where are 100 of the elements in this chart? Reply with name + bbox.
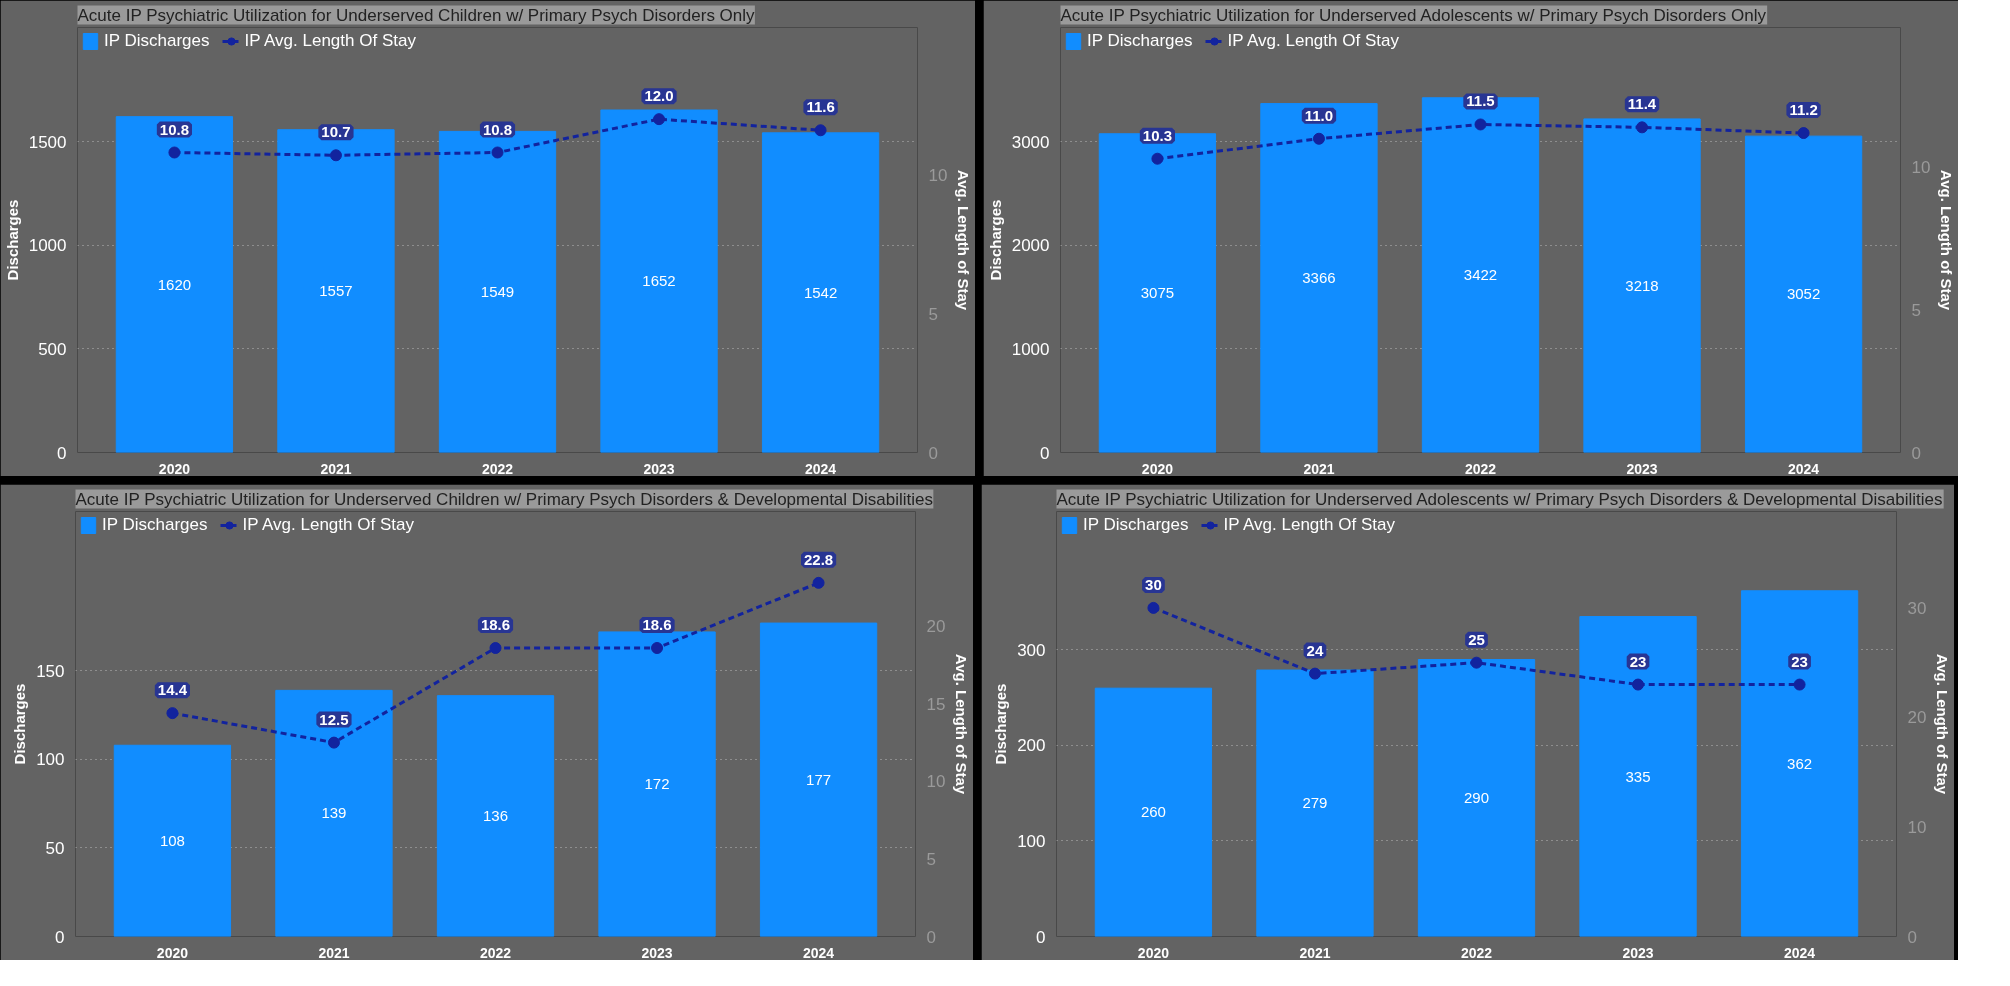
legend-label: IP Discharges [102, 515, 208, 535]
y-axis-title: Discharges [11, 683, 29, 765]
data-label: 12.0 [644, 87, 674, 105]
legend-label: IP Avg. Length Of Stay [242, 515, 414, 535]
bar [1260, 103, 1378, 453]
data-label: 11.0 [1304, 106, 1334, 124]
y2-axis-title: Avg. Length of Stay [1938, 169, 1956, 311]
bar [600, 109, 718, 453]
data-label: 172 [644, 775, 670, 793]
data-label: 30 [1145, 575, 1162, 593]
x-tick-label: 2024 [1788, 460, 1820, 477]
point [1632, 678, 1645, 691]
x-tick-label: 2022 [481, 460, 514, 477]
data-label: 22.8 [803, 550, 834, 568]
y-tick-label: 0 [57, 443, 67, 463]
point [168, 146, 181, 159]
point [329, 149, 342, 162]
data-label: 3075 [1140, 284, 1175, 302]
x-tick-label: 2022 [1460, 944, 1493, 961]
bar [1421, 97, 1540, 453]
data-label: 10.7 [321, 123, 351, 141]
data-label: 18.6 [480, 616, 511, 633]
data-label: 18.6 [642, 616, 672, 633]
x-tick-label: 2024 [1784, 944, 1816, 961]
point [1793, 678, 1806, 691]
data-label: 23 [1629, 652, 1647, 670]
bar [759, 622, 878, 937]
y-tick-label: 2000 [1011, 236, 1050, 256]
x-tick-label: 2020 [158, 460, 191, 477]
bar [277, 129, 395, 453]
x-tick-label: 2024 [803, 944, 835, 961]
x-tick-label: 2023 [641, 944, 673, 961]
legend-label: IP Avg. Length Of Stay [1223, 515, 1395, 535]
x-tick-label: 2021 [320, 460, 352, 477]
x-tick-label: 2023 [1622, 944, 1654, 961]
x-tick-label: 2023 [643, 460, 675, 477]
chart-title: Acute IP Psychiatric Utilization for Underserved Adolescents w/ Primary Psych Disorders Only [1060, 5, 1767, 25]
data-label: 1549 [480, 282, 515, 300]
data-label: 11.4 [1627, 95, 1657, 113]
y-tick-label: 50 [45, 838, 65, 858]
point [489, 642, 502, 654]
data-label: 11.5 [1466, 92, 1495, 110]
bar [115, 116, 234, 453]
data-label: 11.2 [1789, 101, 1818, 119]
data-label: 3218 [1625, 276, 1659, 294]
bar [113, 744, 232, 937]
bar [1740, 590, 1859, 937]
bar [1417, 659, 1536, 937]
data-label: 24 [1306, 641, 1324, 659]
y-tick-label: 500 [38, 339, 67, 359]
y2-axis-title: Avg. Length of Stay [1934, 653, 1952, 795]
data-label: 3052 [1786, 285, 1821, 303]
data-label: 11.6 [806, 98, 835, 116]
data-label: 335 [1625, 767, 1651, 785]
y-tick-label: 200 [1017, 736, 1046, 756]
data-label: 362 [1787, 754, 1813, 772]
bar [1094, 687, 1213, 937]
data-label: 10.3 [1142, 126, 1173, 144]
legend-label: IP Discharges [1087, 31, 1193, 51]
bar [275, 689, 393, 937]
point [812, 576, 825, 589]
x-tick-label: 2020 [156, 944, 189, 961]
y2-axis-title: Avg. Length of Stay [953, 653, 971, 795]
y-tick-label: 1000 [28, 236, 67, 256]
y-tick-label: 0 [1036, 927, 1046, 947]
x-tick-label: 2024 [805, 460, 837, 477]
data-label: 25 [1468, 630, 1485, 648]
data-label: 10.8 [159, 120, 190, 138]
data-label: 1652 [642, 272, 676, 290]
bar [761, 132, 880, 453]
point [1147, 601, 1160, 614]
y-axis-title: Discharges [992, 683, 1010, 765]
y-tick-label: 100 [36, 750, 65, 770]
y-tick-label: 150 [36, 661, 65, 681]
data-label: 290 [1463, 789, 1490, 807]
legend-label: IP Avg. Length Of Stay [1227, 31, 1399, 51]
bar [1098, 133, 1217, 453]
chart-title: Acute IP Psychiatric Utilization for Underserved Children w/ Primary Psych Disorders & Developmental Disabilities [75, 489, 934, 509]
y-tick-label: 3000 [1011, 132, 1050, 152]
y-tick-label: 1000 [1011, 339, 1050, 359]
legend-label: IP Discharges [104, 31, 210, 51]
x-tick-label: 2022 [1464, 460, 1497, 477]
data-label: 12.5 [319, 710, 349, 728]
data-label: 1620 [157, 275, 192, 293]
data-label: 23 [1791, 652, 1808, 670]
data-label: 108 [159, 831, 185, 849]
data-label: 14.4 [157, 681, 188, 699]
bar [598, 631, 716, 937]
y-tick-label: 100 [1017, 831, 1046, 851]
data-label: 279 [1302, 794, 1328, 812]
data-label: 139 [321, 804, 347, 822]
data-label: 10.8 [482, 120, 513, 138]
data-label: 1542 [803, 283, 838, 301]
x-tick-label: 2023 [1626, 460, 1658, 477]
x-tick-label: 2020 [1137, 944, 1170, 961]
data-label: 3422 [1463, 266, 1498, 284]
point [491, 146, 504, 159]
x-tick-label: 2021 [1299, 944, 1331, 961]
bar [1256, 669, 1374, 937]
legend-label: IP Avg. Length Of Stay [244, 31, 416, 51]
